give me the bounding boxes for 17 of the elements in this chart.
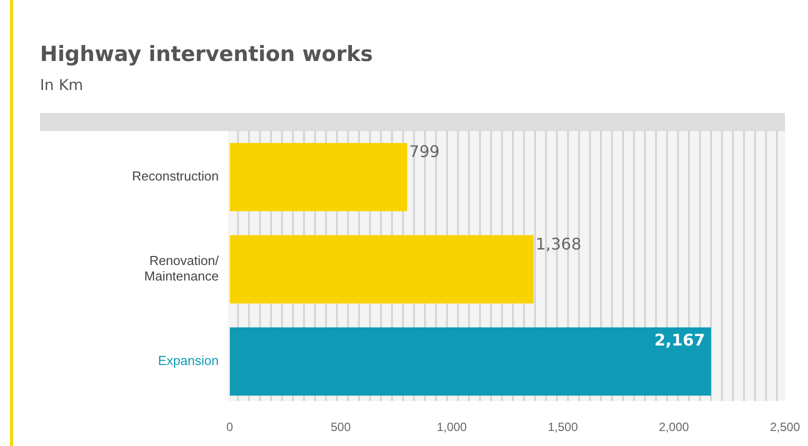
x-tick-label: 1,500: [548, 420, 578, 434]
bar: [230, 142, 408, 212]
data-label: 2,167: [654, 330, 706, 350]
x-tick-label: 2,000: [658, 420, 690, 434]
x-tick-label: 1,000: [436, 420, 468, 434]
y-tick-label: Reconstruction: [132, 168, 219, 184]
x-tick-label: 2,500: [770, 420, 800, 434]
x-tick-label: 0: [226, 420, 234, 434]
x-tick-label: 500: [330, 420, 352, 434]
chart-title: Highway intervention works: [40, 42, 373, 66]
y-tick-label: Expansion: [158, 353, 219, 368]
data-label: 799: [409, 142, 440, 162]
y-tick-label: Renovation/ Maintenance: [144, 253, 220, 284]
text: In Km: [40, 76, 84, 94]
bar: [230, 327, 712, 396]
bar: [230, 235, 534, 304]
data-label: 1,368: [536, 234, 582, 254]
